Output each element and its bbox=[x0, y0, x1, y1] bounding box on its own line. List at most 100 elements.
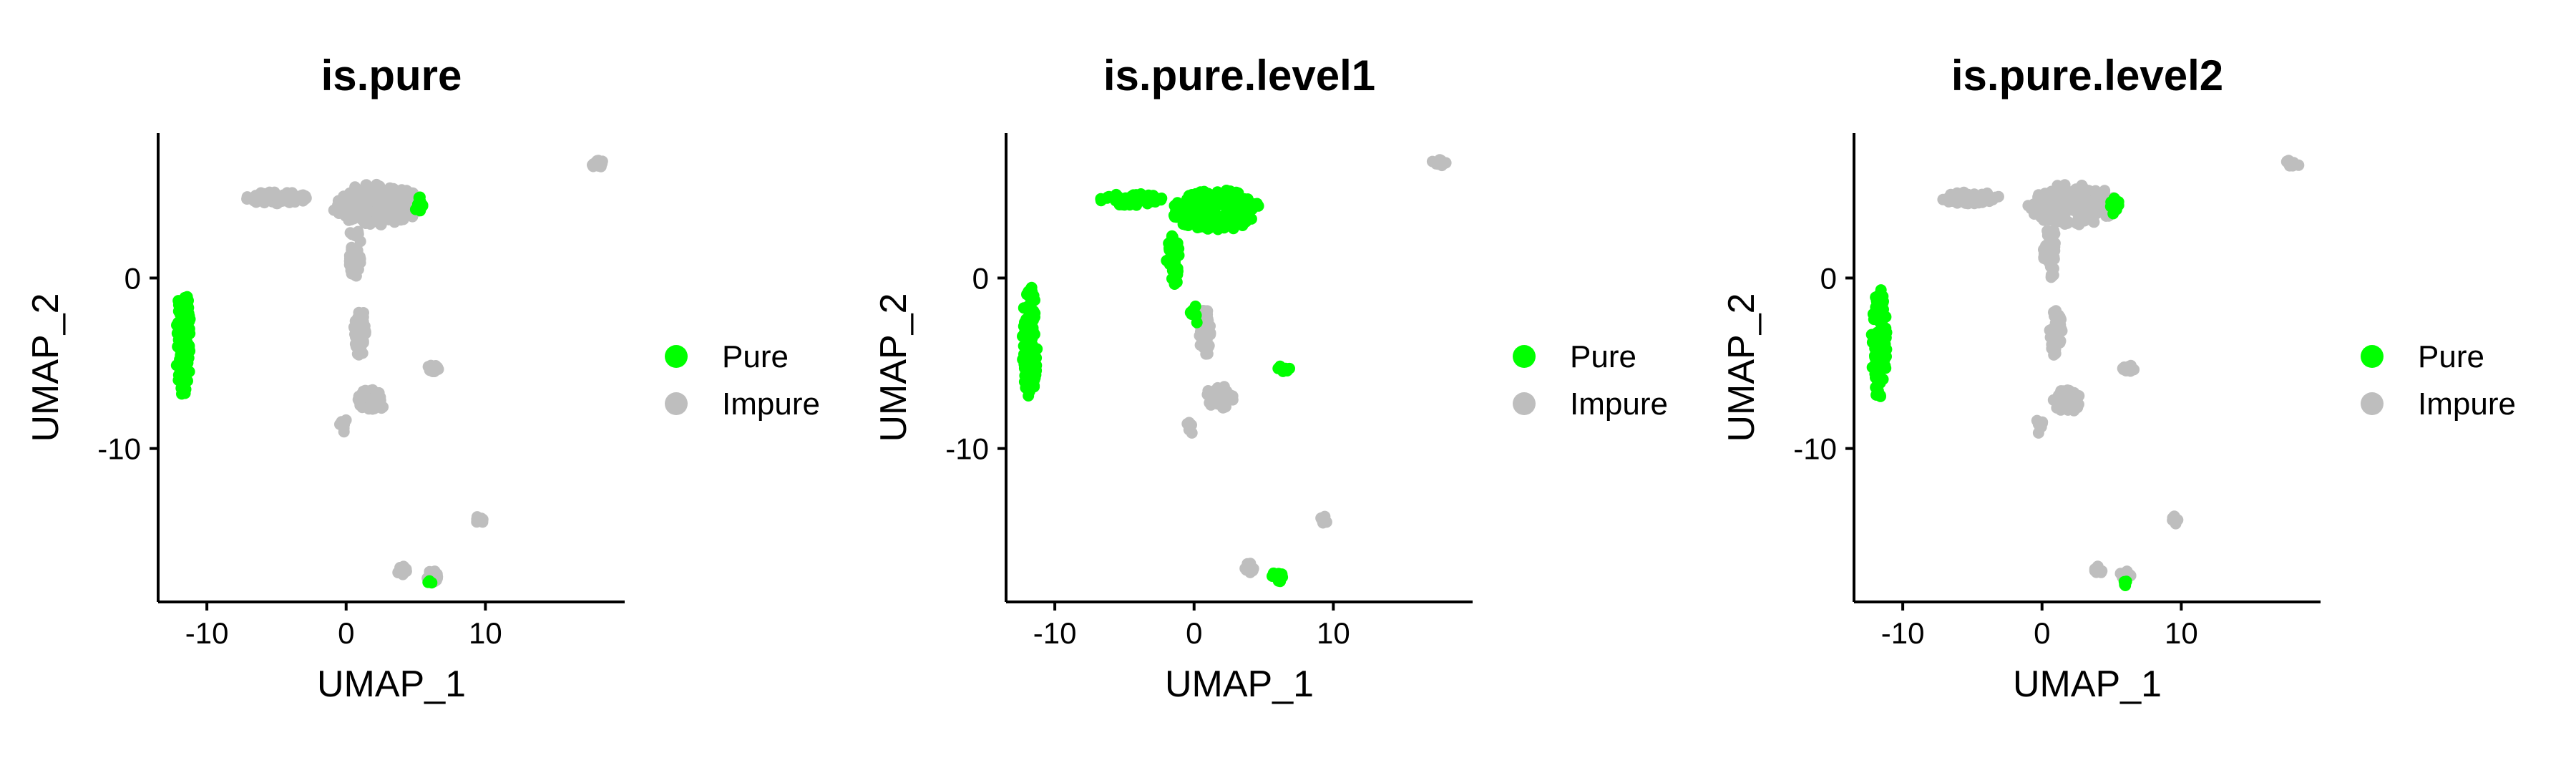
data-point bbox=[2069, 195, 2082, 208]
data-point bbox=[180, 383, 192, 395]
y-tick-label: -10 bbox=[1793, 432, 1837, 466]
cluster-left-strip bbox=[170, 291, 196, 400]
y-axis-title: UMAP_2 bbox=[1721, 293, 1762, 442]
data-point bbox=[1214, 212, 1226, 224]
data-point bbox=[1122, 195, 1134, 207]
cluster-top-left-tail bbox=[1095, 188, 1168, 211]
data-point bbox=[1211, 398, 1224, 410]
legend-label-pure: Pure bbox=[1570, 339, 1636, 374]
cluster-top-down-arm bbox=[343, 225, 366, 282]
cluster-bottom-near-ten bbox=[471, 511, 489, 528]
scatter-points bbox=[1017, 154, 1452, 588]
data-point bbox=[2034, 190, 2046, 203]
cluster-small-right bbox=[2117, 359, 2140, 377]
y-tick-label: 0 bbox=[125, 261, 141, 295]
data-point bbox=[1875, 291, 1887, 303]
data-point bbox=[172, 341, 184, 353]
data-point bbox=[1203, 325, 1215, 337]
data-point bbox=[1023, 286, 1035, 298]
data-point bbox=[471, 513, 483, 525]
cluster-middle-upper bbox=[348, 306, 371, 361]
cluster-bottom-right bbox=[1267, 567, 1289, 588]
data-point bbox=[2022, 200, 2034, 212]
data-point bbox=[1945, 188, 1957, 200]
data-point bbox=[389, 216, 401, 228]
data-point bbox=[2045, 271, 2057, 283]
data-point bbox=[1234, 218, 1245, 230]
data-point bbox=[1171, 268, 1184, 281]
data-point bbox=[2028, 208, 2040, 220]
cluster-bottom-pure-spot bbox=[2118, 575, 2132, 591]
cluster-top-left-tail bbox=[1937, 186, 2004, 210]
data-point bbox=[278, 189, 289, 201]
data-point bbox=[348, 268, 361, 281]
legend-key-pure bbox=[1513, 345, 1536, 368]
cluster-left-strip bbox=[1017, 281, 1043, 402]
cluster-bottom-left bbox=[1239, 558, 1259, 578]
x-axis-title: UMAP_1 bbox=[1165, 663, 1314, 705]
legend-key-pure bbox=[2361, 345, 2384, 368]
y-tick-label: 0 bbox=[972, 261, 989, 295]
cluster-middle-lower bbox=[2047, 384, 2085, 417]
data-point bbox=[374, 203, 386, 215]
panel-1: is.pure -10 0 10 0 -10 UMAP_1 UMAP_2 Pure Impure bbox=[25, 52, 820, 705]
data-point bbox=[171, 327, 183, 339]
data-point bbox=[1212, 387, 1224, 399]
legend: Pure Impure bbox=[665, 339, 820, 422]
data-point bbox=[351, 331, 363, 344]
cluster-bottom-left bbox=[392, 560, 412, 580]
x-tick-label: 10 bbox=[2165, 616, 2198, 650]
data-point bbox=[1875, 316, 1888, 329]
data-point bbox=[1018, 320, 1030, 332]
data-point bbox=[1191, 206, 1203, 218]
cluster-middle-upper bbox=[2044, 305, 2068, 361]
data-point bbox=[1878, 362, 1889, 374]
data-point bbox=[2032, 418, 2044, 430]
data-point bbox=[1224, 205, 1236, 217]
x-tick-label: -10 bbox=[185, 616, 229, 650]
data-point bbox=[2118, 361, 2130, 373]
cluster-top-mass bbox=[2022, 179, 2122, 230]
data-point bbox=[352, 188, 364, 200]
data-point bbox=[2090, 566, 2102, 578]
cluster-left-strip bbox=[1865, 284, 1893, 402]
data-point bbox=[1239, 563, 1252, 575]
data-point bbox=[364, 205, 376, 218]
data-point bbox=[340, 414, 352, 426]
cluster-top-right-tip bbox=[409, 191, 429, 217]
data-point bbox=[182, 307, 195, 319]
data-point bbox=[338, 426, 350, 438]
data-point bbox=[398, 560, 409, 573]
scatter-points bbox=[170, 155, 608, 589]
data-point bbox=[1274, 360, 1286, 372]
data-point bbox=[2048, 349, 2060, 361]
cluster-top-mass bbox=[1168, 185, 1264, 235]
data-point bbox=[1023, 306, 1035, 318]
data-point bbox=[2118, 575, 2130, 588]
data-point bbox=[424, 575, 436, 588]
data-point bbox=[1185, 306, 1197, 318]
data-point bbox=[2043, 191, 2055, 203]
data-point bbox=[181, 329, 193, 341]
data-point bbox=[2032, 427, 2044, 439]
data-point bbox=[1191, 316, 1203, 329]
cluster-bottom-near-ten bbox=[1315, 510, 1332, 529]
data-point bbox=[1968, 198, 1981, 210]
data-point bbox=[1181, 418, 1194, 429]
y-tick-label: -10 bbox=[97, 432, 141, 466]
data-point bbox=[357, 316, 369, 328]
data-point bbox=[401, 185, 413, 197]
legend: Pure Impure bbox=[1513, 339, 1668, 422]
y-axis-title: UMAP_2 bbox=[25, 293, 67, 442]
data-point bbox=[592, 155, 605, 167]
data-point bbox=[1201, 339, 1213, 351]
data-point bbox=[359, 328, 371, 339]
x-axis-title: UMAP_1 bbox=[317, 663, 466, 705]
legend: Pure Impure bbox=[2361, 339, 2516, 422]
data-point bbox=[351, 348, 364, 360]
data-point bbox=[2038, 251, 2050, 263]
x-tick-label: 10 bbox=[1317, 616, 1350, 650]
data-point bbox=[2049, 310, 2060, 322]
cluster-top-mass bbox=[328, 178, 424, 230]
